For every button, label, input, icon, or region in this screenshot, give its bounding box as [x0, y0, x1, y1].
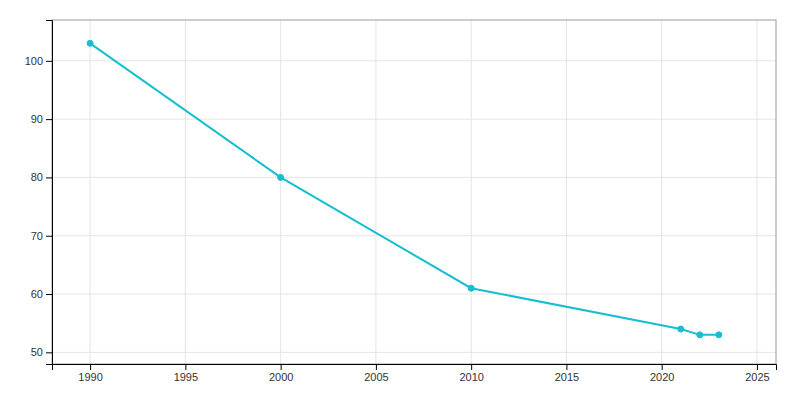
y-tick-mark — [46, 352, 52, 353]
x-tick-label: 1995 — [174, 371, 198, 383]
data-point — [678, 326, 684, 332]
x-grid-line — [756, 20, 757, 364]
x-tick: 2025 — [745, 364, 769, 383]
plot-area: 1990 1995 2000 2005 2010 2015 2020 2025 50 60 70 80… — [25, 20, 777, 383]
x-axis: 1990 1995 2000 2005 2010 2015 2020 2025 — [53, 364, 777, 383]
x-tick: 2000 — [269, 364, 293, 383]
x-tick-mark — [757, 364, 758, 370]
x-tick-mark — [281, 364, 282, 370]
x-grid-line — [661, 20, 662, 364]
x-tick: 1990 — [78, 364, 102, 383]
x-grid-line — [375, 20, 376, 364]
y-tick-mark — [46, 294, 52, 295]
x-tick-mark — [662, 364, 663, 370]
x-tick: 2015 — [555, 364, 579, 383]
y-axis: 50 60 70 80 90 100 — [25, 21, 53, 365]
x-tick-label: 2020 — [650, 371, 674, 383]
x-tick-mark — [90, 364, 91, 370]
y-tick: 90 — [31, 113, 52, 125]
y-tick-label: 90 — [31, 113, 43, 125]
data-line — [90, 43, 719, 335]
x-tick-label: 2015 — [555, 371, 579, 383]
y-tick-label: 70 — [31, 230, 43, 242]
y-tick: 50 — [31, 346, 52, 358]
y-tick: 100 — [25, 55, 52, 67]
data-point — [278, 174, 284, 180]
x-tick: 2005 — [364, 364, 388, 383]
y-grid-line — [52, 235, 776, 236]
x-tick: 1995 — [174, 364, 198, 383]
x-tick-label: 2025 — [745, 371, 769, 383]
y-grid-line — [52, 177, 776, 178]
data-point — [468, 285, 474, 291]
y-tick-label: 50 — [31, 346, 43, 358]
data-point — [87, 40, 93, 46]
x-tick-label: 2005 — [364, 371, 388, 383]
chart-container: 1990 1995 2000 2005 2010 2015 2020 2025 50 60 70 80… — [0, 0, 800, 400]
y-grid-line — [52, 352, 776, 353]
x-tick-mark — [471, 364, 472, 370]
x-grid-line — [471, 20, 472, 364]
y-tick: 70 — [31, 230, 52, 242]
y-tick: 60 — [31, 288, 52, 300]
grid — [52, 20, 776, 364]
x-axis-line — [53, 365, 777, 371]
data-point — [716, 332, 722, 338]
y-grid-line — [52, 119, 776, 120]
y-tick-mark — [46, 236, 52, 237]
y-tick-mark — [46, 119, 52, 120]
x-tick-label: 2010 — [459, 371, 483, 383]
chart-svg: 1990 1995 2000 2005 2010 2015 2020 2025 50 60 70 80… — [0, 0, 800, 400]
x-tick: 2020 — [650, 364, 674, 383]
y-tick-mark — [46, 177, 52, 178]
x-tick: 2010 — [459, 364, 483, 383]
y-tick-label: 80 — [31, 171, 43, 183]
y-grid-line — [52, 60, 776, 61]
x-tick-mark — [566, 364, 567, 370]
y-tick-label: 100 — [25, 55, 43, 67]
y-tick: 80 — [31, 171, 52, 183]
x-tick-label: 2000 — [269, 371, 293, 383]
x-tick-mark — [185, 364, 186, 370]
x-grid-line — [280, 20, 281, 364]
y-grid-line — [52, 294, 776, 295]
x-grid-line — [185, 20, 186, 364]
x-grid-line — [566, 20, 567, 364]
plot-frame — [52, 20, 776, 364]
marks — [87, 40, 722, 338]
y-tick-label: 60 — [31, 288, 43, 300]
data-point — [697, 332, 703, 338]
x-tick-mark — [376, 364, 377, 370]
x-grid-line — [90, 20, 91, 364]
y-tick-mark — [46, 61, 52, 62]
y-axis-line — [46, 21, 53, 365]
x-tick-label: 1990 — [78, 371, 102, 383]
